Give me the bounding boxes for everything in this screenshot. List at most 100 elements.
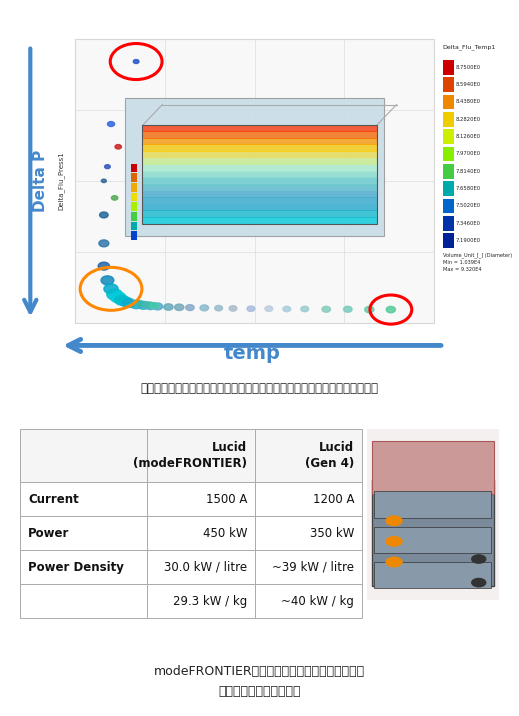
Bar [443,216,454,231]
Bar [142,138,377,145]
Text: 350 kW: 350 kW [310,527,354,540]
Bar [142,190,377,198]
Circle shape [122,299,135,307]
Bar [254,516,362,550]
Circle shape [229,306,237,311]
Bar [443,199,454,213]
Bar [20,483,147,516]
Circle shape [135,301,144,306]
Circle shape [145,302,156,309]
Bar [142,125,377,132]
Text: Delta_Flu_Temp1: Delta_Flu_Temp1 [443,44,496,50]
Circle shape [104,284,118,294]
Bar [142,217,377,224]
Bar [443,112,454,127]
Bar [372,441,494,494]
Circle shape [112,195,118,200]
Circle shape [143,301,151,308]
Text: 8.4380E0: 8.4380E0 [456,100,481,105]
Bar [147,584,254,618]
Text: Delta P: Delta P [33,150,48,212]
Bar [374,527,491,553]
Bar [372,480,494,586]
Text: 7.8140E0: 7.8140E0 [456,169,481,174]
Circle shape [386,516,402,526]
Bar [131,222,138,231]
Bar [443,95,454,110]
Bar [142,184,377,191]
Text: ~39 kW / litre: ~39 kW / litre [272,561,354,574]
Text: 8.7500E0: 8.7500E0 [456,64,481,69]
Circle shape [215,306,223,311]
Bar [443,77,454,92]
Circle shape [115,295,129,305]
Bar [125,97,384,236]
Bar [142,204,377,211]
Bar [142,158,377,165]
Text: Delta_Flu_Press1: Delta_Flu_Press1 [58,152,64,211]
Circle shape [265,306,273,311]
Text: 8.5940E0: 8.5940E0 [456,82,481,87]
Text: ~40 kW / kg: ~40 kW / kg [281,594,354,607]
Text: Lucid
(modeFRONTIER): Lucid (modeFRONTIER) [133,442,247,470]
Circle shape [472,555,486,563]
Text: 29.3 kW / kg: 29.3 kW / kg [173,594,247,607]
Bar [131,231,138,240]
Bar [142,171,377,178]
Circle shape [107,122,115,127]
Circle shape [386,306,395,313]
Text: 1200 A: 1200 A [312,493,354,506]
Text: temp: temp [224,344,280,363]
Circle shape [101,179,106,183]
Circle shape [164,304,173,310]
Circle shape [99,240,109,247]
Bar [142,211,377,218]
Bar [443,147,454,162]
Text: Power Density: Power Density [28,561,124,574]
Text: 30.0 kW / litre: 30.0 kW / litre [164,561,247,574]
Bar [131,163,138,173]
Circle shape [365,306,374,313]
Circle shape [301,306,309,311]
Bar [142,131,377,139]
Text: 7.9700E0: 7.9700E0 [456,151,481,156]
Text: 7.3460E0: 7.3460E0 [456,221,481,226]
Bar [147,550,254,584]
Text: modeFRONTIERを用いた最適化設計前後における
インバータの性能比較表: modeFRONTIERを用いた最適化設計前後における インバータの性能比較表 [154,665,365,698]
Bar [147,483,254,516]
Bar [131,193,138,201]
Bar [131,173,138,182]
Text: Lucid
(Gen 4): Lucid (Gen 4) [305,442,354,470]
Text: 7.5020E0: 7.5020E0 [456,203,481,208]
Bar [131,212,138,221]
Circle shape [138,301,149,309]
Text: 8.2820E0: 8.2820E0 [456,117,481,122]
Circle shape [133,59,139,64]
Bar [142,164,377,172]
Circle shape [472,579,486,586]
Circle shape [100,212,108,218]
Bar [20,430,147,483]
Bar [20,584,147,618]
Circle shape [105,165,110,169]
Bar [75,39,434,323]
Circle shape [322,306,331,312]
Circle shape [153,303,162,310]
Bar [142,197,377,205]
Text: Volume_Unit_[_] (Diameter)
Min = 1.039E4
Max = 9.320E4: Volume_Unit_[_] (Diameter) Min = 1.039E4… [443,252,512,271]
Bar [366,430,499,600]
Circle shape [98,262,110,270]
Text: 7.6580E0: 7.6580E0 [456,186,481,191]
Bar [142,151,377,158]
Text: 8.1260E0: 8.1260E0 [456,134,481,139]
Circle shape [107,289,122,300]
Bar [147,430,254,483]
Circle shape [119,297,132,306]
Bar [142,125,377,224]
Circle shape [186,304,194,311]
Circle shape [247,306,255,311]
Text: Power: Power [28,527,70,540]
Bar [20,550,147,584]
Bar [443,164,454,179]
Circle shape [111,292,126,303]
